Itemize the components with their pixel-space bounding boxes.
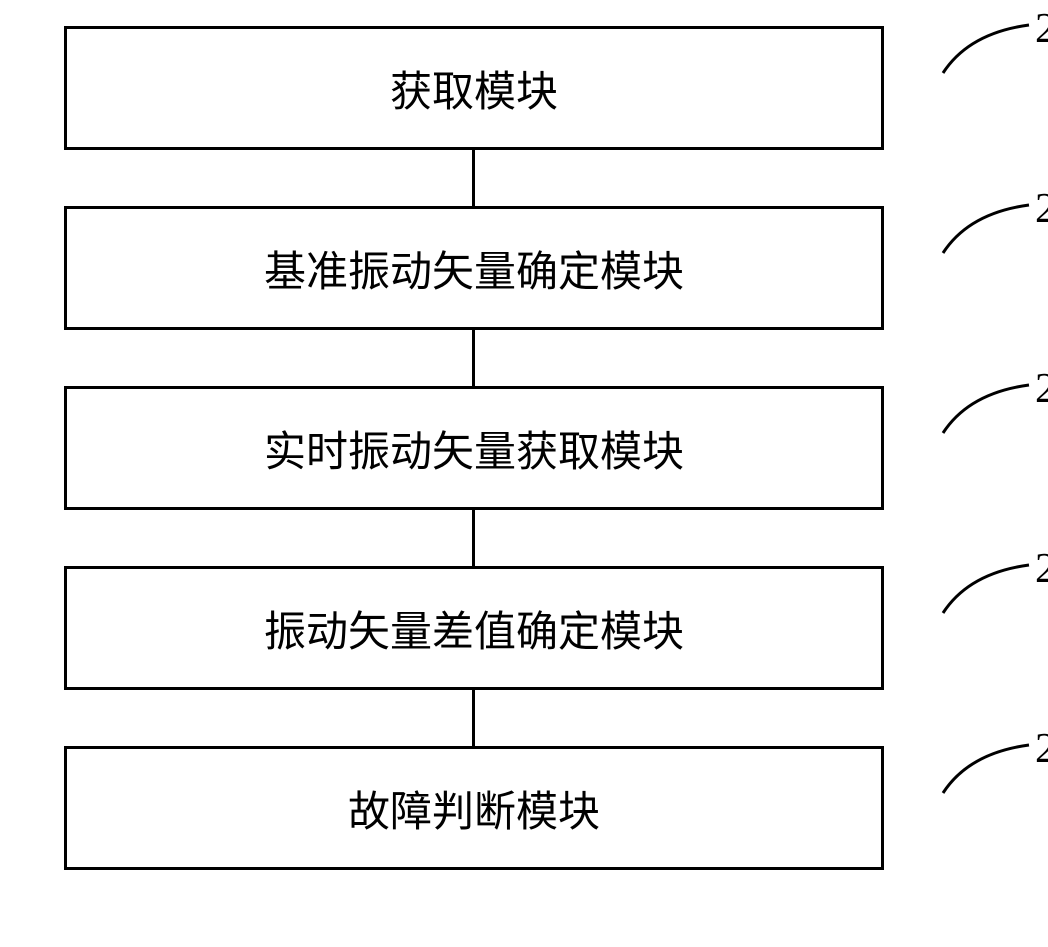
callout-curve-icon	[941, 735, 1041, 795]
node-label: 获取模块	[390, 58, 558, 119]
callout: 203	[941, 375, 1041, 435]
flowchart-node: 基准振动矢量确定模块 202	[64, 206, 884, 330]
node-label: 基准振动矢量确定模块	[264, 238, 684, 299]
callout-number: 204	[1035, 545, 1048, 593]
flowchart-node: 获取模块 201	[64, 26, 884, 150]
callout-number: 203	[1035, 365, 1048, 413]
flowchart-node: 振动矢量差值确定模块 204	[64, 566, 884, 690]
node-label: 故障判断模块	[348, 778, 600, 839]
callout-number: 201	[1035, 5, 1048, 53]
callout-curve-icon	[941, 195, 1041, 255]
flowchart-node: 故障判断模块 205	[64, 746, 884, 870]
node-label: 实时振动矢量获取模块	[264, 418, 684, 479]
flowchart-connector	[472, 510, 475, 566]
flowchart-node: 实时振动矢量获取模块 203	[64, 386, 884, 510]
callout-number: 205	[1035, 725, 1048, 773]
callout-number: 202	[1035, 185, 1048, 233]
flowchart-container: 获取模块 201 基准振动矢量确定模块 202 实时振动矢量获取模块 203	[64, 26, 984, 870]
flowchart-connector	[472, 150, 475, 206]
callout: 205	[941, 735, 1041, 795]
callout-curve-icon	[941, 555, 1041, 615]
node-label: 振动矢量差值确定模块	[264, 598, 684, 659]
callout: 204	[941, 555, 1041, 615]
callout: 201	[941, 15, 1041, 75]
flowchart-connector	[472, 330, 475, 386]
callout-curve-icon	[941, 15, 1041, 75]
callout: 202	[941, 195, 1041, 255]
flowchart-connector	[472, 690, 475, 746]
callout-curve-icon	[941, 375, 1041, 435]
